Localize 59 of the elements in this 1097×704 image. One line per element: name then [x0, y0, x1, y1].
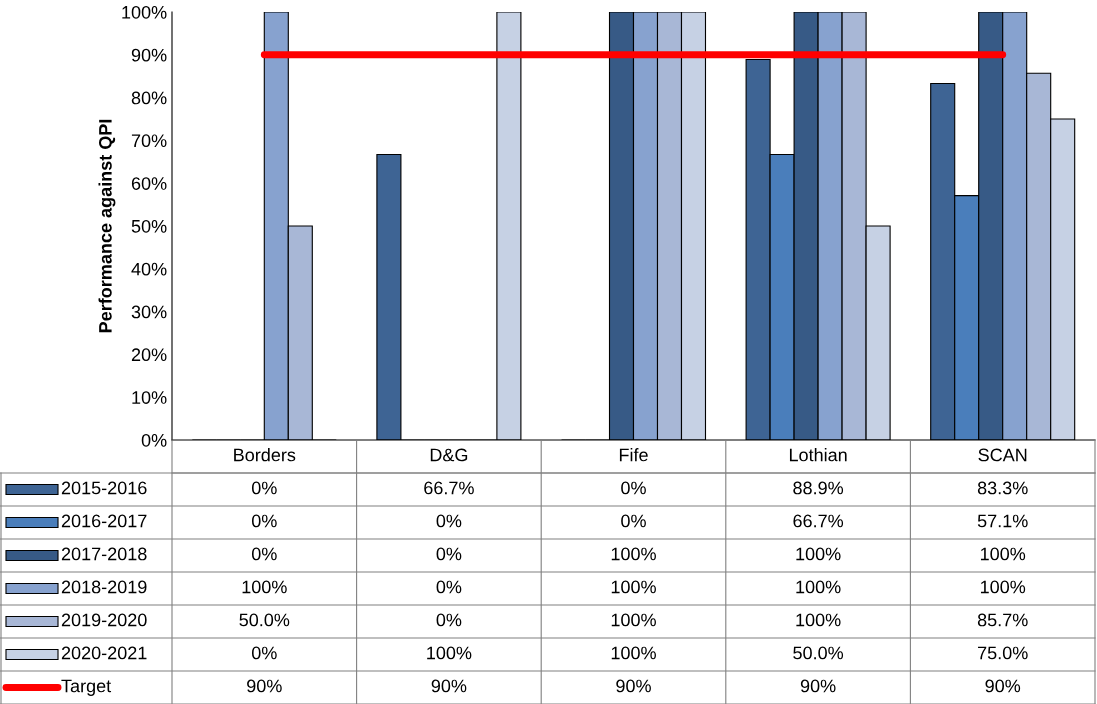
data-label: 0%: [251, 514, 277, 528]
y-tick-label: 30%: [131, 305, 167, 319]
data-label: 100%: [611, 646, 656, 660]
x-tick-label: Fife: [619, 448, 648, 462]
data-label: 90%: [985, 679, 1021, 693]
y-tick-label: 10%: [132, 391, 167, 404]
data-label: 50.0%: [793, 646, 844, 660]
y-tick-label: 20%: [131, 348, 167, 362]
legend-label: 2019-2020: [61, 613, 147, 627]
data-label: 75.0%: [978, 646, 1028, 660]
data-label: 90%: [247, 679, 282, 693]
data-label: 100%: [796, 580, 841, 594]
data-label: 0%: [251, 481, 277, 495]
data-label: 100%: [796, 613, 841, 627]
data-label: 0%: [251, 547, 277, 561]
y-tick-label: 70%: [131, 134, 167, 148]
data-label: 0%: [436, 613, 462, 627]
y-tick-label: 100%: [122, 5, 167, 19]
data-label: 100%: [611, 547, 656, 561]
data-label: 0%: [251, 646, 277, 660]
x-tick-label: D&G: [430, 448, 468, 462]
data-label: 85.7%: [977, 613, 1028, 627]
data-label: 66.7%: [424, 481, 474, 495]
legend-label: 2015-2016: [61, 481, 147, 495]
legend-label: 2018-2019: [61, 580, 147, 594]
data-label: 0%: [621, 481, 646, 495]
data-label: 0%: [436, 514, 462, 528]
data-label: 100%: [242, 580, 287, 594]
data-label: 50.0%: [239, 613, 290, 627]
data-label: 100%: [796, 547, 841, 561]
y-tick-label: 0%: [141, 433, 167, 447]
x-tick-label: SCAN: [978, 448, 1027, 462]
data-label: 90%: [616, 679, 651, 693]
data-label: 100%: [427, 646, 472, 660]
y-tick-label: 80%: [131, 91, 167, 105]
legend-label: 2020-2021: [61, 646, 147, 660]
data-label: 100%: [980, 547, 1026, 561]
data-label: 0%: [621, 514, 646, 528]
data-label: 0%: [436, 580, 462, 594]
legend-label: Target: [61, 679, 112, 696]
data-label: 57.1%: [977, 514, 1028, 528]
data-label: 100%: [611, 580, 656, 594]
y-tick-label: 40%: [131, 262, 167, 276]
y-tick-label: 50%: [131, 219, 167, 233]
legend-label: 2016-2017: [61, 514, 147, 528]
data-label: 66.7%: [793, 514, 844, 528]
data-label: 90%: [800, 679, 836, 693]
data-label: 100%: [611, 613, 656, 627]
legend-label: 2017-2018: [61, 547, 147, 561]
y-tick-label: 90%: [131, 48, 167, 62]
x-tick-label: Borders: [234, 448, 296, 462]
y-axis-title: Performance against QPI: [98, 119, 116, 333]
data-label: 100%: [980, 580, 1026, 594]
x-tick-label: Lothian: [789, 448, 847, 462]
data-label: 90%: [431, 679, 467, 693]
data-label: 88.9%: [793, 481, 844, 495]
data-label: 83.3%: [977, 481, 1028, 495]
data-label: 0%: [436, 547, 462, 561]
y-tick-label: 60%: [131, 177, 167, 190]
